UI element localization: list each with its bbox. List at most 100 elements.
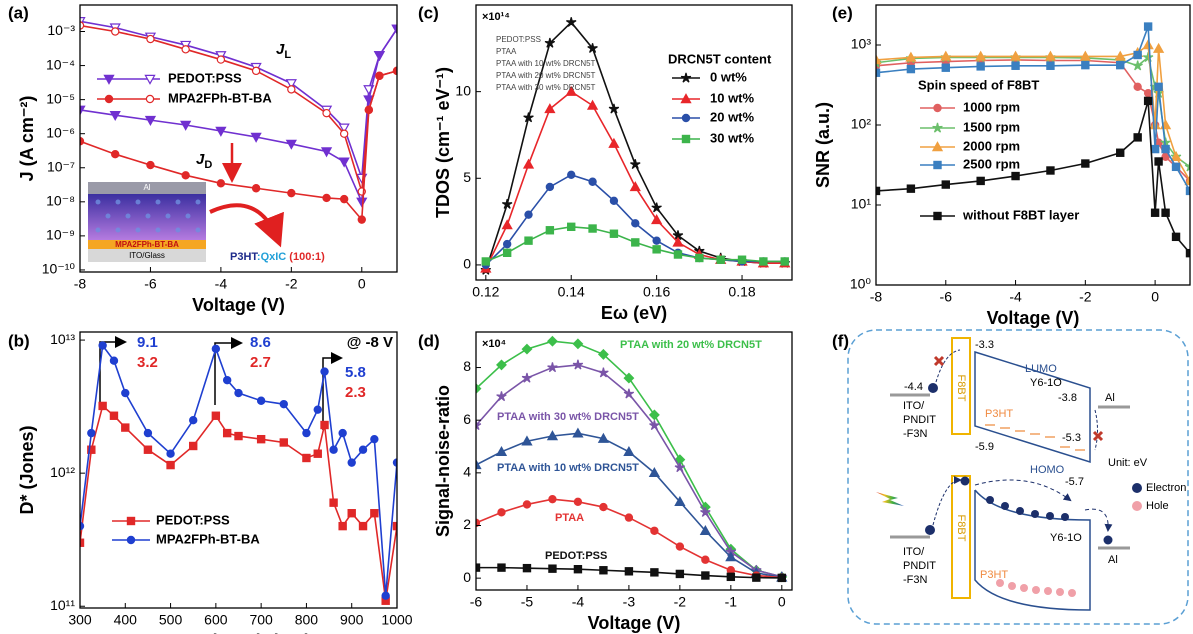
marker: [1009, 50, 1022, 61]
marker: [1149, 119, 1161, 130]
marker: [320, 420, 329, 430]
legend-label: MPA2FPh-BT-BA: [168, 90, 272, 105]
marker: [339, 129, 349, 138]
marker: [256, 396, 266, 405]
diagram-label: PNDIT: [903, 414, 936, 426]
series-line: [80, 24, 397, 192]
diagram-label: HOMO: [1030, 464, 1065, 476]
x-tick-label: 0.16: [643, 284, 670, 300]
panel-label: (c): [418, 3, 439, 22]
marker: [1161, 144, 1170, 154]
marker: [597, 432, 610, 443]
diagram-label: P3HT: [985, 408, 1013, 420]
panel-label: (d): [418, 331, 440, 350]
marker: [375, 71, 384, 81]
marker: [357, 215, 366, 224]
overlay-text: PTAA with 20 wt% DRCN5T: [496, 71, 596, 80]
marker: [544, 37, 556, 48]
panel-label: (f): [832, 331, 849, 350]
marker: [251, 66, 261, 76]
marker: [651, 214, 663, 225]
marker: [1171, 162, 1181, 172]
marker: [725, 551, 737, 562]
marker: [932, 122, 943, 133]
marker: [497, 563, 506, 572]
marker: [216, 55, 226, 64]
annotation: JD: [196, 151, 212, 171]
x-tick-label: -4: [215, 276, 228, 292]
marker: [759, 257, 768, 266]
marker: [906, 64, 916, 74]
marker: [181, 171, 190, 180]
marker: [933, 103, 942, 113]
marker: [1150, 208, 1160, 217]
marker: [598, 367, 609, 378]
marker: [521, 372, 533, 383]
marker: [391, 24, 397, 35]
marker: [623, 445, 635, 456]
x-tick-label: 300: [68, 612, 92, 628]
marker: [370, 509, 379, 518]
x-tick-label: -1: [725, 594, 738, 610]
marker: [587, 43, 598, 53]
x-tick-label: -3: [623, 594, 636, 610]
diagram-label: -5.3: [1062, 432, 1081, 444]
marker: [1170, 151, 1182, 162]
marker: [481, 257, 491, 266]
marker: [313, 449, 322, 458]
marker: [126, 516, 136, 526]
marker: [548, 494, 557, 504]
annotation-text: 2.3: [345, 384, 366, 401]
y-tick-label: 8: [463, 358, 471, 374]
marker: [588, 177, 597, 186]
marker: [588, 224, 597, 233]
marker: [523, 112, 534, 123]
series-line: [876, 55, 1190, 168]
marker: [876, 54, 882, 65]
legend-label: Electron: [1146, 482, 1186, 494]
legend-title: Spin speed of F8BT: [918, 77, 1039, 92]
layer-label: ITO/Glass: [129, 251, 165, 260]
marker: [546, 430, 559, 441]
x-tick-label: 0: [1151, 289, 1159, 305]
diagram-label: Al: [1108, 554, 1118, 566]
marker: [566, 17, 577, 27]
marker: [322, 193, 331, 203]
x-axis-label: Wavelength (nm): [166, 631, 310, 634]
x-axis-label: Voltage (V): [987, 308, 1080, 328]
marker: [547, 335, 558, 347]
x-tick-label: 500: [159, 612, 183, 628]
annotation: JL: [276, 41, 291, 61]
marker: [502, 248, 512, 257]
marker: [599, 502, 608, 512]
marker: [222, 428, 232, 438]
marker: [941, 180, 950, 189]
series-label: PTAA with 20 wt% DRCN5T: [620, 339, 762, 351]
diagram-label: LUMO: [1025, 363, 1057, 375]
marker: [285, 79, 297, 90]
plot-frame: [79, 4, 398, 273]
energy-diagram: F8BT -3.3 LUMO Y6-1O -4.4 ITO/ PNDIT -F3…: [847, 329, 1189, 625]
series-label: PTAA with 30 wt% DRCN5T: [497, 411, 639, 423]
marker: [652, 245, 661, 254]
marker: [649, 420, 660, 431]
diagram-label: Y6-1O: [1030, 377, 1062, 389]
marker: [573, 497, 583, 507]
x-tick-label: -2: [1079, 289, 1092, 305]
marker: [250, 132, 262, 143]
marker: [931, 141, 944, 152]
marker: [338, 157, 350, 168]
axis-multiplier: ×10¹⁴: [482, 11, 510, 23]
marker: [146, 160, 155, 170]
marker: [339, 194, 349, 204]
marker: [573, 565, 583, 574]
marker: [648, 409, 660, 421]
marker: [1046, 166, 1055, 175]
marker: [674, 495, 686, 507]
marker: [1046, 61, 1055, 70]
marker: [126, 535, 136, 545]
marker: [285, 139, 297, 150]
x-tick-label: -2: [285, 276, 298, 292]
annotation: 5.8: [345, 364, 366, 381]
marker: [320, 367, 329, 376]
